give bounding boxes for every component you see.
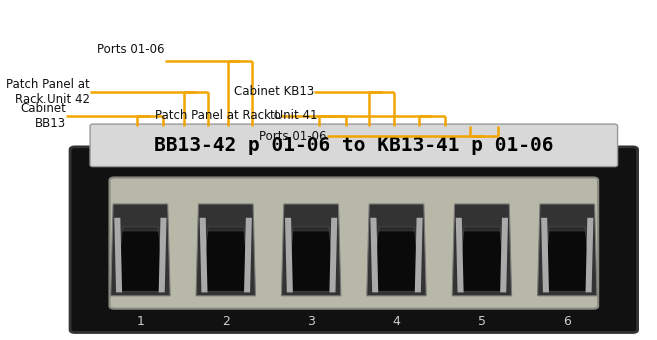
Text: to: to	[269, 109, 281, 122]
Bar	[464, 227, 500, 231]
Text: Ports 01-06: Ports 01-06	[259, 130, 327, 142]
Text: Patch Panel at Rack Unit 41: Patch Panel at Rack Unit 41	[155, 109, 317, 122]
Polygon shape	[114, 218, 122, 292]
Text: Patch Panel at
Rack Unit 42: Patch Panel at Rack Unit 42	[7, 78, 90, 106]
Polygon shape	[415, 218, 422, 292]
Text: BB13-42 p 01-06 to KB13-41 p 01-06: BB13-42 p 01-06 to KB13-41 p 01-06	[154, 136, 554, 155]
Bar	[378, 227, 415, 231]
Polygon shape	[117, 227, 164, 291]
Polygon shape	[543, 227, 591, 291]
Polygon shape	[367, 204, 426, 296]
Polygon shape	[329, 218, 337, 292]
Text: 1: 1	[137, 315, 145, 328]
Text: Cabinet
BB13: Cabinet BB13	[20, 102, 66, 130]
Polygon shape	[287, 227, 335, 291]
Polygon shape	[285, 218, 293, 292]
Polygon shape	[452, 204, 512, 296]
Polygon shape	[456, 218, 464, 292]
Polygon shape	[458, 227, 506, 291]
FancyBboxPatch shape	[90, 124, 618, 167]
Polygon shape	[500, 218, 508, 292]
FancyBboxPatch shape	[110, 177, 598, 309]
Bar	[549, 227, 585, 231]
Text: Cabinet KB13: Cabinet KB13	[234, 85, 315, 98]
Polygon shape	[110, 204, 170, 296]
Polygon shape	[200, 218, 208, 292]
Text: Ports 01-06: Ports 01-06	[97, 43, 165, 56]
Polygon shape	[537, 204, 597, 296]
Polygon shape	[196, 204, 256, 296]
FancyBboxPatch shape	[70, 147, 637, 333]
Polygon shape	[202, 227, 250, 291]
Polygon shape	[244, 218, 252, 292]
Bar	[208, 227, 244, 231]
Polygon shape	[585, 218, 593, 292]
Text: 2: 2	[222, 315, 230, 328]
Polygon shape	[371, 218, 378, 292]
Text: 4: 4	[393, 315, 401, 328]
Polygon shape	[281, 204, 341, 296]
Polygon shape	[158, 218, 166, 292]
Polygon shape	[373, 227, 420, 291]
Bar	[293, 227, 329, 231]
Polygon shape	[541, 218, 549, 292]
Text: 6: 6	[563, 315, 571, 328]
Text: 5: 5	[478, 315, 486, 328]
Text: 3: 3	[307, 315, 315, 328]
Bar	[123, 227, 158, 231]
